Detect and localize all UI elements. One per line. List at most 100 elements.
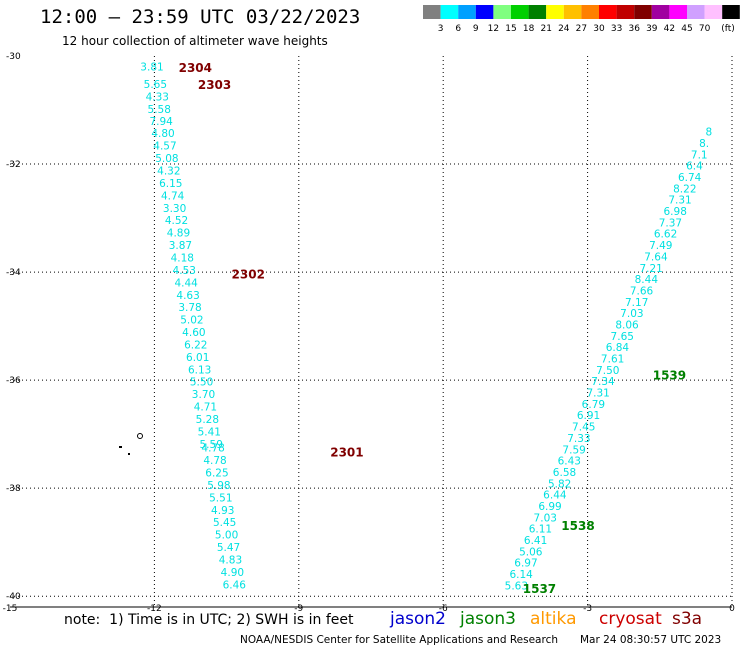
colorbar-swatch (687, 5, 705, 19)
colorbar-swatch (581, 5, 599, 19)
colorbar-label: 12 (488, 24, 499, 34)
lat-tick-label: -40 (6, 592, 21, 602)
colorbar-label: 9 (473, 24, 479, 34)
swh-value: 4.93 (211, 505, 234, 517)
swh-value: 8.22 (673, 183, 696, 195)
swh-value: 7.03 (534, 512, 557, 524)
swh-value: 8.06 (615, 319, 639, 331)
map-frame (10, 56, 733, 608)
swh-value: 7.31 (586, 388, 609, 400)
swh-value: 4.89 (167, 228, 190, 240)
swh-value: 3.78 (178, 302, 201, 314)
swh-value: 4.71 (194, 402, 217, 414)
swh-value: 6.46 (223, 579, 247, 591)
swh-value: 4.53 (173, 265, 196, 277)
swh-value: 7.1 (691, 149, 708, 161)
swh-value: 7.21 (639, 263, 662, 275)
swh-value: 3.70 (192, 389, 215, 401)
swh-value: 7.45 (572, 422, 595, 434)
swh-value: 5.00 (215, 530, 238, 542)
swh-value: 5.02 (180, 315, 203, 327)
lat-tick-label: -36 (6, 376, 21, 386)
colorbar-label: 42 (664, 24, 675, 34)
swh-value: 6.01 (186, 352, 209, 364)
swh-value: 7.59 (562, 444, 585, 456)
legend-jason2: jason2 (390, 609, 446, 629)
legend-cryosat: cryosat (599, 609, 662, 629)
colorbar-swatch (669, 5, 687, 19)
colorbar-swatch (563, 5, 582, 19)
lon-tick-label: -12 (147, 604, 162, 614)
colorbar-swatch (440, 5, 459, 19)
swh-value: 4.74 (161, 190, 185, 202)
colorbar-label: 3 (438, 24, 444, 34)
swh-value: 6.43 (558, 456, 581, 468)
lon-tick-label: -9 (294, 604, 303, 614)
colorbar-swatch (528, 5, 547, 19)
time-label: 2302 (232, 268, 265, 282)
footer-timestamp: Mar 24 08:30:57 UTC 2023 (580, 634, 722, 646)
swh-value: 6.97 (514, 558, 537, 570)
swh-value: 7.61 (601, 354, 624, 366)
swh-value: 4.78 (201, 443, 224, 455)
swh-value: 4.18 (171, 252, 194, 264)
lon-tick-label: -15 (3, 604, 18, 614)
colorbar-label: 30 (593, 24, 605, 34)
colorbar-swatch (722, 5, 740, 19)
swh-value: 6.15 (159, 178, 182, 190)
colorbar-label: 70 (699, 24, 711, 34)
swh-value: 6.62 (654, 229, 677, 241)
axis-tick-labels: -15 -12 -9 -6 -3 0-30-32-34-36-38-40 (3, 52, 735, 614)
swh-value: 6.58 (553, 467, 576, 479)
swh-value: 4.57 (153, 141, 176, 153)
swh-labels: 3.81 5.654.335.587.944.804.575.084.326.15… (140, 61, 712, 592)
swh-value: 4.63 (176, 290, 199, 302)
time-label: 1539 (653, 369, 686, 383)
swh-value: 5.65 (144, 79, 167, 91)
colorbar-label: 6 (455, 24, 461, 34)
colorbar-swatch (651, 5, 670, 19)
swh-value: 5.45 (213, 517, 236, 529)
swh-value: 7.17 (625, 297, 648, 309)
lat-tick-label: -38 (6, 484, 21, 494)
island-dot (119, 446, 122, 448)
swh-value: 4.90 (221, 567, 244, 579)
colorbar-label: 21 (540, 24, 551, 34)
swh-value: 8 (706, 127, 713, 139)
lat-tick-label: -30 (6, 52, 21, 62)
colorbar-swatch (423, 5, 441, 19)
island-dot-small (128, 453, 130, 455)
colorbar-swatch (493, 5, 511, 19)
colorbar-swatch (511, 5, 529, 19)
swh-value: 7.33 (567, 433, 590, 445)
swh-value: 3.81 (140, 61, 163, 73)
colorbar-swatch (704, 5, 723, 19)
swh-value: 5.41 (198, 426, 221, 438)
time-label: 2304 (179, 61, 212, 75)
swh-value: 5.08 (155, 153, 178, 165)
colorbar-swatch (599, 5, 617, 19)
swh-value: 6.98 (664, 206, 687, 218)
colorbar-swatch (546, 5, 564, 19)
colorbar-unit: (ft) (721, 24, 735, 34)
swh-value: 5.50 (190, 377, 213, 389)
swh-value: 6.74 (678, 172, 702, 184)
swh-value: 7.94 (149, 116, 173, 128)
time-label: 2301 (330, 445, 363, 459)
swh-value: 6.4 (686, 161, 703, 173)
swh-value: 4.32 (157, 166, 180, 178)
footer-credit: NOAA/NESDIS Center for Satellite Applica… (240, 634, 558, 646)
swh-value: 7.34 (591, 376, 615, 388)
swh-value: 6.41 (524, 535, 547, 547)
swh-value: 8. (699, 138, 709, 150)
swh-value: 5.28 (196, 414, 219, 426)
colorbar-label: 18 (523, 24, 535, 34)
swh-value: 7.49 (649, 240, 672, 252)
swh-value: 6.25 (205, 467, 228, 479)
time-labels: 2304 2303 2302 2301 1539 1538 1537 (179, 61, 687, 596)
swh-value: 7.65 (611, 331, 634, 343)
colorbar-label: 39 (646, 24, 658, 34)
swh-value: 5.98 (207, 480, 230, 492)
swh-value: 5.51 (209, 492, 232, 504)
swh-value: 7.66 (630, 285, 654, 297)
